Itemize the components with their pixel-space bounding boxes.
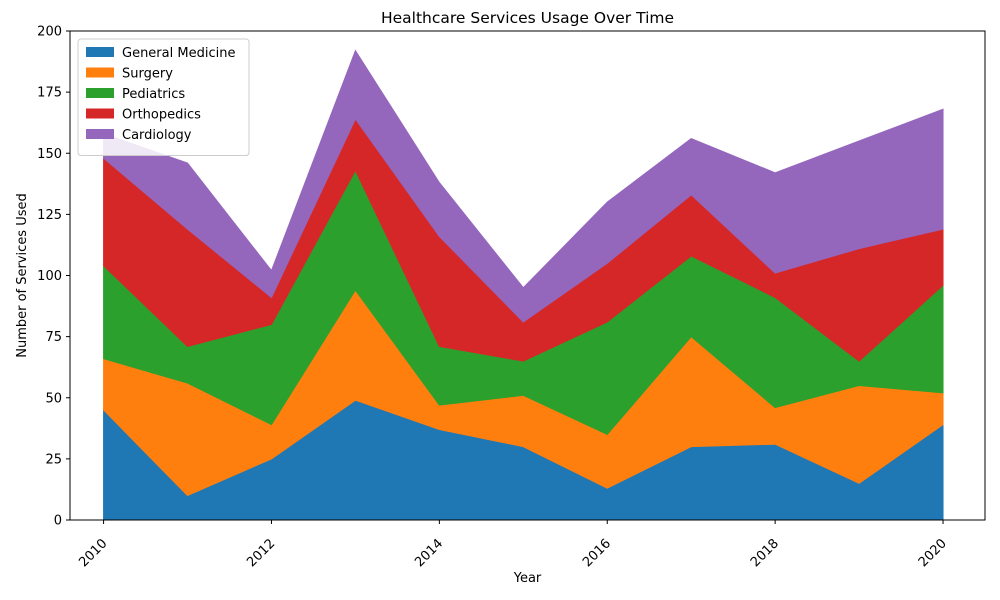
y-axis-title: Number of Services Used [15, 193, 30, 358]
legend-label: Cardiology [122, 128, 192, 143]
y-tick-label: 100 [37, 269, 62, 284]
y-tick-label: 150 [37, 147, 62, 162]
y-tick-label: 125 [37, 208, 62, 223]
x-axis-title: Year [513, 571, 542, 586]
chart-title: Healthcare Services Usage Over Time [381, 9, 674, 27]
legend-swatch [86, 108, 114, 119]
y-tick-label: 0 [54, 514, 62, 529]
legend-swatch [86, 67, 114, 78]
area-cardiology [103, 49, 944, 323]
legend-swatch [86, 88, 114, 98]
y-tick-label: 75 [45, 330, 62, 345]
legend-swatch [86, 129, 114, 139]
legend-swatch [86, 47, 114, 57]
legend-label: Orthopedics [122, 108, 201, 123]
legend-label: General Medicine [122, 46, 235, 61]
y-axis-ticks: 0 25 50 75 100 125 150 175 200 [37, 25, 70, 529]
y-tick-label: 175 [37, 86, 62, 101]
y-tick-label: 25 [45, 452, 62, 467]
y-tick-label: 200 [37, 25, 62, 40]
legend-box [77, 38, 250, 156]
y-tick-label: 50 [45, 391, 62, 406]
legend: General Medicine Surgery Pediatrics Orthope… [77, 38, 250, 156]
legend-label: Surgery [122, 67, 173, 82]
legend-label: Pediatrics [122, 87, 185, 102]
